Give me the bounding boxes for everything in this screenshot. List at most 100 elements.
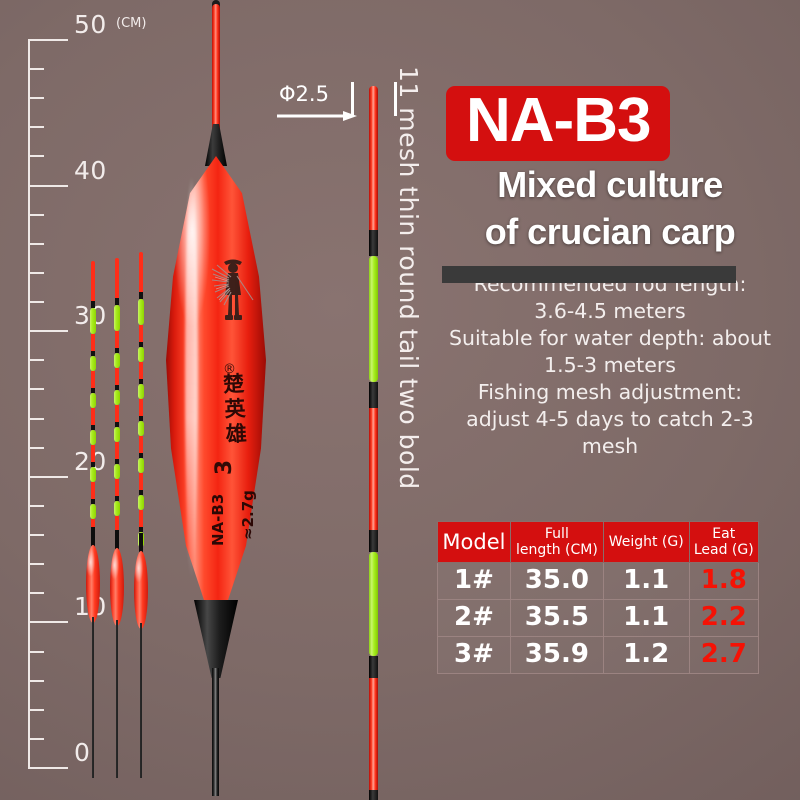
small-float-band	[114, 353, 120, 368]
tail-segment	[369, 530, 378, 552]
cell-weight: 1.2	[602, 636, 690, 674]
ruler-minor-tick	[28, 271, 44, 274]
small-float-tip	[115, 258, 119, 298]
small-float-band	[139, 527, 143, 532]
small-float-band	[139, 490, 143, 495]
ruler-minor-tick	[28, 213, 44, 216]
small-float-3	[134, 0, 148, 800]
ruler-minor-tick	[28, 592, 44, 595]
ruler-major-tick	[28, 475, 68, 478]
warrior-logo-icon	[211, 259, 254, 320]
small-float-band	[90, 393, 96, 408]
table-header-row: Model Full length (CM) Weight (G) Eat Le…	[437, 521, 760, 563]
small-float-band	[139, 342, 143, 347]
header-weight: Weight (G)	[602, 521, 690, 563]
tail-segment	[369, 230, 378, 256]
float-body-highlight	[185, 176, 198, 580]
ruler-minor-tick	[28, 446, 44, 449]
small-float-1	[86, 0, 100, 800]
ruler-minor-tick	[28, 534, 44, 537]
small-float-band	[115, 385, 119, 390]
registered-trademark-mark: ®	[223, 362, 236, 377]
float-lower-stem	[212, 668, 219, 796]
ruler-major-tick	[28, 39, 68, 41]
small-float-band	[91, 408, 95, 425]
diameter-marker-left	[351, 82, 354, 116]
small-float-band	[139, 453, 143, 458]
small-float-band	[91, 482, 95, 499]
small-float-band	[115, 459, 119, 464]
small-float-band	[90, 430, 96, 445]
small-float-band	[115, 516, 119, 533]
small-float-tip	[139, 252, 143, 292]
small-float-neck	[115, 530, 119, 550]
small-float-band	[115, 331, 119, 348]
small-float-band	[90, 467, 96, 482]
ruler-unit-label: (CM)	[116, 16, 147, 31]
small-float-neck	[91, 527, 95, 547]
float-antenna	[212, 4, 220, 142]
small-float-band	[91, 425, 95, 430]
table-row: 2# 35.5 1.1 2.2	[437, 599, 760, 637]
header-eat-lead-line1: Eat	[712, 526, 736, 542]
table-row: 1# 35.0 1.1 1.8	[437, 562, 760, 600]
small-float-band	[91, 371, 95, 388]
description-line: 3.6-4.5 meters	[534, 299, 686, 323]
tail-segment	[369, 382, 378, 408]
small-float-band	[115, 496, 119, 501]
ruler-minor-tick	[28, 126, 44, 129]
header-model: Model	[437, 521, 511, 563]
small-float-band	[115, 442, 119, 459]
small-float-band	[139, 325, 143, 342]
small-float-band	[138, 299, 144, 325]
small-float-band	[138, 458, 144, 473]
header-full-length-line2: length (CM)	[515, 542, 598, 558]
small-float-band	[115, 422, 119, 427]
cell-full-length: 35.9	[509, 636, 604, 674]
tail-segment	[369, 790, 378, 800]
float-model-mark: NA-B3	[209, 493, 227, 546]
small-float-band	[138, 495, 144, 510]
header-full-length-line1: Full	[544, 526, 569, 542]
subtitle-line-1: Mixed culture	[497, 164, 723, 205]
ruler-minor-tick	[28, 563, 44, 566]
small-float-neck	[139, 533, 143, 553]
ruler-label: 40	[74, 155, 107, 185]
small-float-band	[139, 399, 143, 416]
float-size-number: 3	[212, 459, 238, 476]
small-float-band	[139, 416, 143, 421]
ruler-minor-tick	[28, 679, 44, 682]
ruler-minor-tick	[28, 737, 44, 740]
ruler-major-tick	[28, 184, 68, 187]
small-float-band	[138, 347, 144, 362]
small-float-band	[139, 473, 143, 490]
header-eat-lead: Eat Lead (G)	[688, 521, 760, 563]
description-line: Fishing mesh adjustment:	[477, 380, 743, 404]
small-float-band	[114, 390, 120, 405]
small-float-band	[138, 384, 144, 399]
small-float-band	[115, 405, 119, 422]
cell-full-length: 35.5	[509, 599, 604, 637]
cell-eat-lead: 2.2	[688, 599, 760, 637]
small-float-band	[91, 462, 95, 467]
diameter-marker-right	[394, 82, 397, 116]
description-line: 1.5-3 meters	[544, 353, 676, 377]
description-line: mesh	[581, 434, 639, 458]
product-description: Recommended rod length: 3.6-4.5 meters Sui…	[430, 271, 790, 460]
subtitle-underline-bar	[442, 266, 736, 283]
small-float-band	[90, 308, 96, 334]
small-float-stem	[116, 620, 118, 778]
ruler-major-tick	[28, 621, 68, 624]
cell-model: 1#	[437, 562, 511, 600]
model-badge-label: NA-B3	[466, 86, 651, 155]
small-float-band	[115, 368, 119, 385]
ruler-minor-tick	[28, 708, 44, 711]
small-float-band	[114, 464, 120, 479]
ruler-spine	[28, 40, 30, 768]
small-float-band	[115, 348, 119, 353]
ruler-minor-tick	[28, 301, 44, 304]
tail-segment	[369, 86, 378, 230]
tail-segment	[369, 256, 378, 382]
ruler-minor-tick	[28, 242, 44, 245]
arrow-right-icon	[277, 111, 357, 121]
